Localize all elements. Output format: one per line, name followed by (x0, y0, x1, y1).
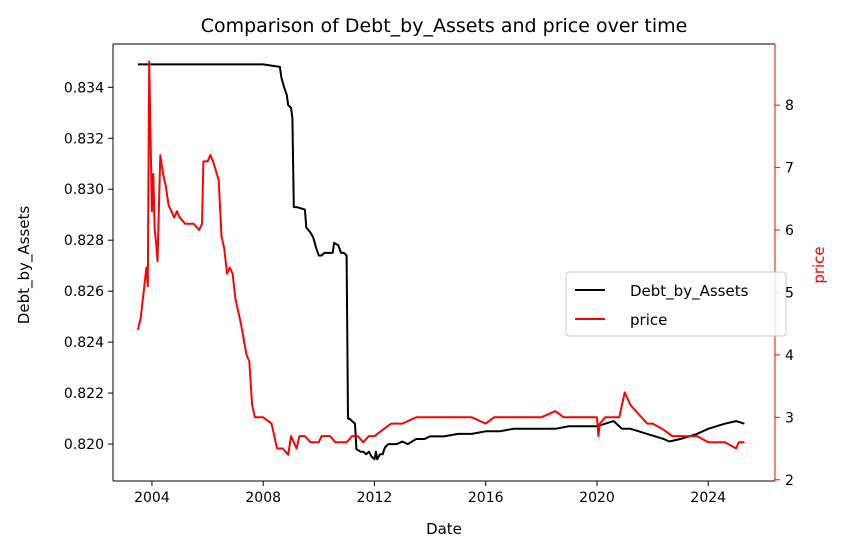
y-right-tick-label: 2 (785, 473, 794, 489)
x-axis-ticks: 2004 2008 2012 2016 2020 2024 (134, 481, 726, 506)
y-right-tick-label: 7 (785, 161, 794, 177)
y-left-tick-label: 0.820 (64, 437, 104, 453)
series-line-debt-by-assets (138, 63, 745, 461)
series-line-price (137, 60, 745, 456)
legend-box (565, 271, 787, 337)
y-right-tick-label: 3 (785, 410, 794, 426)
legend-label-price: price (630, 311, 667, 329)
x-tick-label: 2016 (468, 490, 504, 506)
y-right-tick-label: 5 (785, 285, 794, 301)
y-right-tick-label: 4 (785, 348, 794, 364)
y-left-tick-label: 0.828 (64, 233, 104, 249)
series-layer (137, 60, 745, 461)
legend-label-debt: Debt_by_Assets (630, 282, 749, 301)
y-right-axis-label: price (810, 246, 828, 283)
y-left-axis-label: Debt_by_Assets (15, 206, 34, 325)
y-left-tick-label: 0.826 (64, 284, 104, 300)
y-left-tick-label: 0.832 (64, 131, 104, 147)
chart-title: Comparison of Debt_by_Assets and price o… (201, 15, 688, 37)
plot-frame (112, 43, 776, 482)
y-left-tick-label: 0.834 (64, 80, 104, 96)
y-left-tick-label: 0.830 (64, 182, 104, 198)
x-tick-label: 2020 (579, 490, 615, 506)
x-axis-label: Date (426, 520, 462, 538)
x-tick-label: 2004 (134, 490, 170, 506)
y-left-tick-label: 0.822 (64, 386, 104, 402)
x-tick-label: 2008 (245, 490, 281, 506)
y-left-axis-ticks: 0.820 0.822 0.824 0.826 0.828 0.830 0.832 0.834 (64, 80, 113, 453)
y-right-tick-label: 8 (785, 98, 794, 114)
y-left-tick-label: 0.824 (64, 335, 104, 351)
y-right-tick-label: 6 (785, 223, 794, 239)
x-tick-label: 2024 (690, 490, 726, 506)
x-tick-label: 2012 (357, 490, 393, 506)
legend: Debt_by_Assets price (565, 271, 787, 337)
